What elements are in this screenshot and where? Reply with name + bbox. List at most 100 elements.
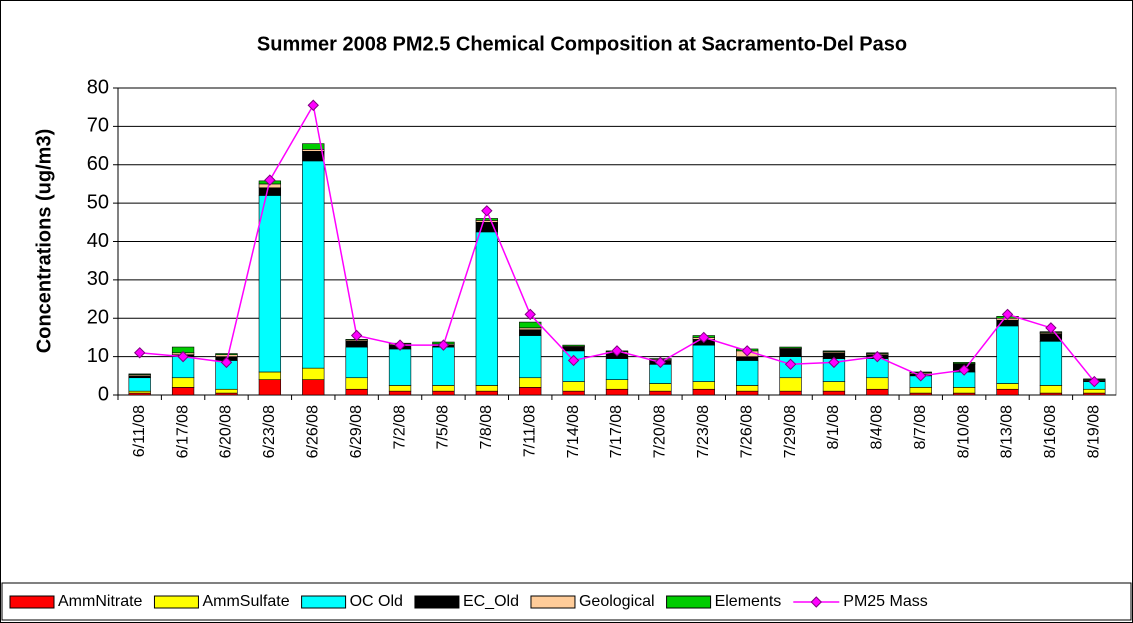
line-marker (437, 339, 450, 351)
line-marker (958, 364, 970, 376)
bar-segment (258, 379, 282, 396)
bar-segment (388, 348, 412, 386)
bar-segment (1039, 385, 1063, 394)
legend-label: Geological (579, 593, 655, 610)
x-tick-label: 8/7/08 (912, 405, 929, 450)
line-marker (350, 329, 363, 342)
bar-segment (519, 387, 542, 396)
line-marker (264, 174, 276, 186)
bar-segment (128, 377, 151, 392)
line-marker (177, 350, 189, 363)
x-tick-label: 7/29/08 (782, 405, 799, 458)
bar-segment (562, 346, 585, 352)
bar-segment (475, 218, 498, 221)
line-marker (741, 345, 753, 357)
line-marker (915, 370, 927, 382)
legend-label: AmmSulfate (202, 593, 289, 610)
legend-swatch (666, 595, 712, 609)
bar-segment (171, 387, 195, 396)
bar-segment (996, 383, 1019, 390)
x-tick-label: 6/23/08 (261, 405, 278, 458)
line-marker (611, 345, 623, 357)
bar-segment (996, 388, 1019, 396)
legend-swatch (301, 595, 347, 609)
bar-segment (171, 377, 195, 388)
bar-segment (736, 390, 759, 396)
line-marker (524, 308, 536, 321)
legend-label: PM25 Mass (843, 593, 927, 610)
legend-marker (810, 596, 822, 608)
line-marker (1001, 308, 1014, 321)
bar-segment (519, 329, 542, 336)
bar-segment (562, 344, 585, 347)
y-tick-label: 10 (87, 345, 109, 367)
bar-segment (822, 381, 846, 392)
bar-segment (649, 390, 672, 396)
line-marker (698, 331, 710, 344)
bar-segment (822, 390, 846, 396)
bar-segment (909, 387, 932, 394)
bar-segment (302, 143, 325, 150)
x-tick-label: 7/5/08 (435, 405, 452, 450)
line-marker (1045, 322, 1057, 334)
y-tick-label: 80 (87, 76, 109, 98)
y-tick-label: 40 (87, 230, 109, 252)
y-axis-label: Concentrations (ug/m3) (33, 129, 55, 353)
bar-segment (128, 373, 151, 375)
x-tick-label: 8/10/08 (955, 405, 972, 458)
bar-segment (258, 195, 282, 373)
bar-segment (996, 325, 1019, 384)
x-tick-label: 7/26/08 (738, 405, 755, 458)
line-marker (567, 354, 580, 367)
bar-segment (432, 390, 455, 396)
line-marker (133, 347, 146, 359)
x-tick-label: 7/14/08 (565, 405, 582, 458)
x-tick-label: 7/17/08 (608, 405, 625, 458)
y-tick-label: 20 (87, 307, 109, 329)
x-tick-label: 7/20/08 (652, 405, 669, 458)
x-tick-label: 7/11/08 (521, 405, 538, 457)
x-tick-label: 8/19/08 (1086, 405, 1103, 458)
x-tick-label: 7/23/08 (695, 405, 712, 458)
bar-segment (822, 350, 846, 352)
bar-segment (215, 388, 238, 394)
x-tick-label: 8/16/08 (1042, 405, 1059, 458)
legend-swatch (530, 595, 576, 609)
chart-title: Summer 2008 PM2.5 Chemical Composition a… (257, 33, 907, 55)
bar-segment (345, 346, 368, 379)
y-tick-label: 50 (87, 191, 109, 213)
x-tick-label: 6/29/08 (348, 405, 365, 458)
x-tick-label: 6/11/08 (131, 405, 148, 457)
bar-segment (779, 346, 802, 349)
y-tick-label: 0 (98, 383, 109, 405)
bar-segment (388, 385, 412, 392)
bar-segment (649, 383, 672, 392)
y-tick-label: 70 (87, 115, 109, 137)
line-marker (654, 356, 667, 369)
bar-segment (475, 231, 498, 386)
bar-segment (475, 385, 498, 392)
y-tick-label: 30 (87, 268, 109, 290)
line-marker (1088, 375, 1101, 388)
bar-segment (866, 388, 889, 396)
bar-segment (779, 348, 802, 357)
x-tick-label: 8/4/08 (869, 405, 886, 450)
bar-segment (736, 360, 759, 386)
line-marker (828, 356, 840, 369)
bar-segment (302, 160, 325, 369)
bar-segment (692, 344, 715, 382)
legend-label: Elements (715, 593, 782, 610)
bar-segment (432, 385, 455, 392)
bar-segment (605, 379, 629, 390)
legend-swatch (153, 595, 199, 609)
bar-segment (258, 187, 282, 196)
bar-segment (692, 381, 715, 390)
bar-segment (345, 340, 368, 348)
x-tick-label: 7/2/08 (391, 405, 408, 450)
line-marker (871, 350, 884, 363)
legend-label: OC Old (350, 593, 403, 610)
x-tick-label: 7/8/08 (478, 405, 495, 450)
x-tick-label: 8/1/08 (825, 405, 842, 450)
bar-segment (562, 390, 585, 396)
